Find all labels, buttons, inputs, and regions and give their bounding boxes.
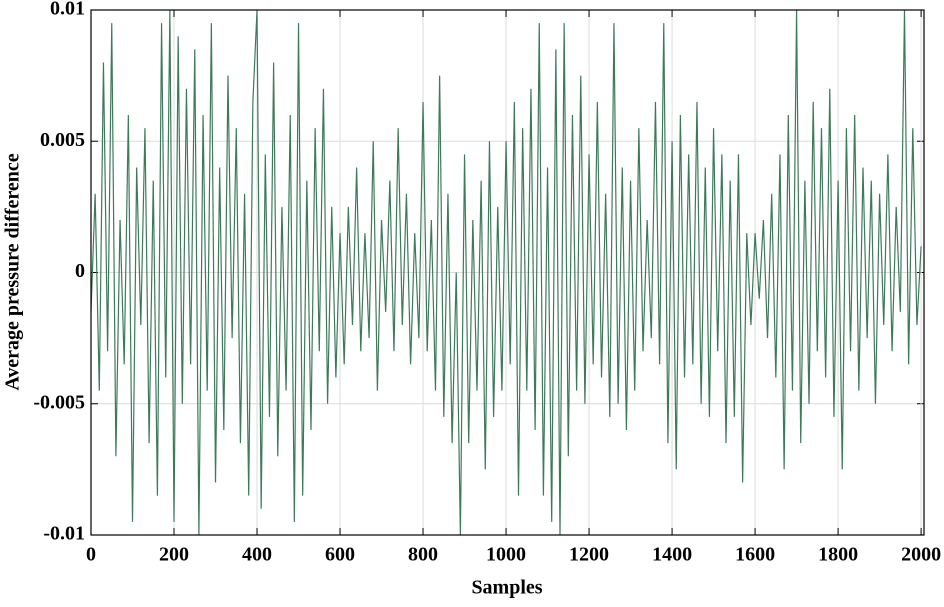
x-tick-label: 1200 bbox=[569, 544, 609, 566]
x-tick-label: 2000 bbox=[901, 544, 941, 566]
x-axis-label: Samples bbox=[471, 577, 542, 599]
x-tick-label: 0 bbox=[86, 544, 96, 566]
x-tick-label: 800 bbox=[408, 544, 438, 566]
y-tick-label: 0.005 bbox=[40, 129, 85, 151]
x-tick-label: 1000 bbox=[486, 544, 526, 566]
x-tick-label: 200 bbox=[159, 544, 189, 566]
plot-frame bbox=[90, 9, 925, 536]
y-tick-label: 0.01 bbox=[50, 0, 85, 20]
y-tick-label: 0 bbox=[75, 260, 85, 282]
y-axis-label: Average pressure difference bbox=[2, 153, 24, 390]
data-line bbox=[90, 9, 922, 536]
y-tick-label: -0.005 bbox=[33, 391, 85, 413]
x-tick-label: 400 bbox=[242, 544, 272, 566]
x-tick-label: 1400 bbox=[652, 544, 692, 566]
x-tick-label: 600 bbox=[325, 544, 355, 566]
y-tick-label: -0.01 bbox=[43, 523, 85, 545]
x-tick-label: 1800 bbox=[818, 544, 858, 566]
x-tick-label: 1600 bbox=[735, 544, 775, 566]
